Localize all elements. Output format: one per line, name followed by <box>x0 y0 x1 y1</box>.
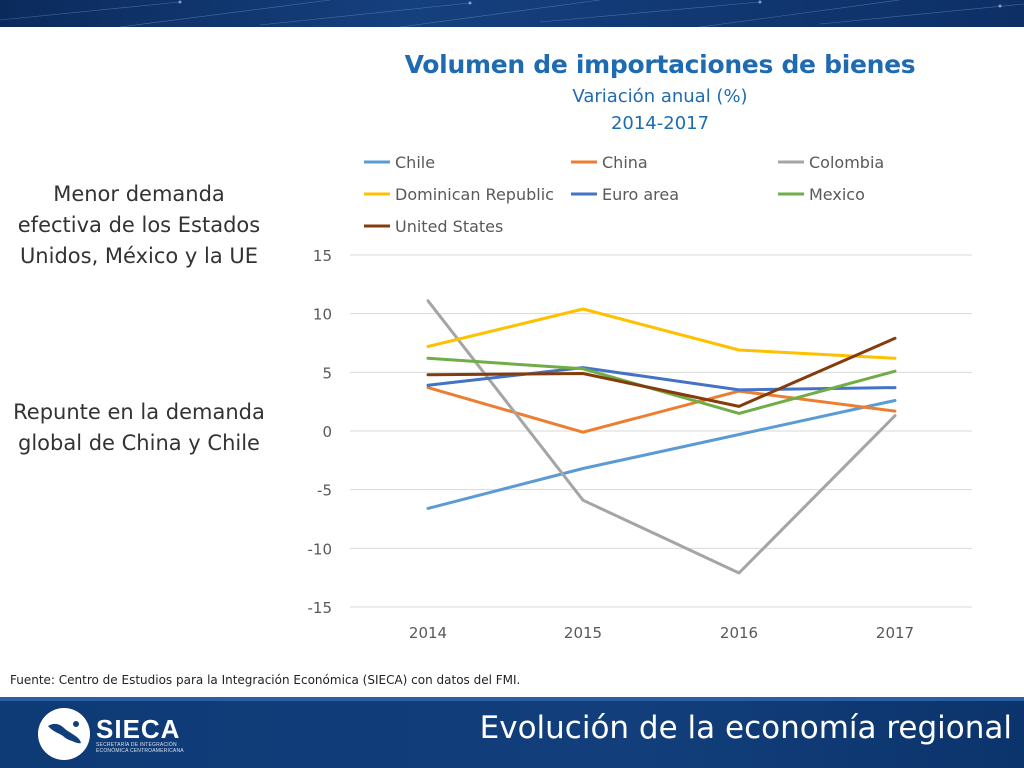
source-note: Fuente: Centro de Estudios para la Integ… <box>10 673 521 687</box>
y-tick-label: 5 <box>322 364 332 382</box>
line-chart: Chile China Colombia Dominican Republic Euro… <box>308 153 972 642</box>
y-tick-label: 15 <box>313 247 332 265</box>
y-tick-label: -5 <box>317 482 332 500</box>
x-axis-ticks: 2014 2015 2016 2017 <box>409 624 914 642</box>
legend-label: Colombia <box>809 153 884 172</box>
x-tick-label: 2015 <box>564 624 602 642</box>
x-tick-label: 2014 <box>409 624 447 642</box>
chart-subtitle: Variación anual (%) <box>572 86 748 107</box>
legend-label: United States <box>395 217 503 236</box>
series-line <box>426 399 897 510</box>
chart-series <box>426 299 897 575</box>
central-america-map-icon <box>40 710 88 758</box>
series-line <box>426 299 897 575</box>
y-tick-label: 0 <box>322 423 332 441</box>
note-lower-demand: Menor demanda efectiva de los Estados Un… <box>17 182 261 268</box>
series-line <box>426 356 897 415</box>
chart-legend: Chile China Colombia Dominican Republic Euro… <box>364 153 884 236</box>
network-lines-decoration <box>0 0 1024 27</box>
top-decorative-band <box>0 0 1024 27</box>
legend-label: China <box>602 153 648 172</box>
logo-wordmark: SIECA <box>96 714 181 744</box>
legend-label: Dominican Republic <box>395 185 554 204</box>
x-tick-label: 2016 <box>720 624 758 642</box>
note-demand-rebound: Repunte en la demanda global de China y … <box>13 400 265 455</box>
legend-label: Euro area <box>602 185 679 204</box>
logo-subtitle: SECRETARÍA DE INTEGRACIÓN ECONÓMICA CENT… <box>96 742 184 754</box>
chart-period: 2014-2017 <box>610 113 710 134</box>
series-line <box>426 307 897 360</box>
series-line <box>426 366 897 392</box>
legend-label: Mexico <box>809 185 865 204</box>
chart-title: Volumen de importaciones de bienes <box>404 50 916 79</box>
slide-title: Evolución de la economía regional <box>479 710 1012 746</box>
chart-gridlines <box>350 254 972 608</box>
series-line <box>426 386 897 434</box>
legend-label: Chile <box>395 153 435 172</box>
series-line <box>426 336 897 408</box>
y-tick-label: -15 <box>308 599 333 617</box>
y-axis-ticks: 15 10 5 0 -5 -10 -15 <box>308 247 333 617</box>
y-tick-label: 10 <box>313 306 332 324</box>
sieca-logo <box>38 708 90 760</box>
bottom-band <box>0 697 1024 768</box>
y-tick-label: -10 <box>308 540 333 558</box>
x-tick-label: 2017 <box>876 624 914 642</box>
